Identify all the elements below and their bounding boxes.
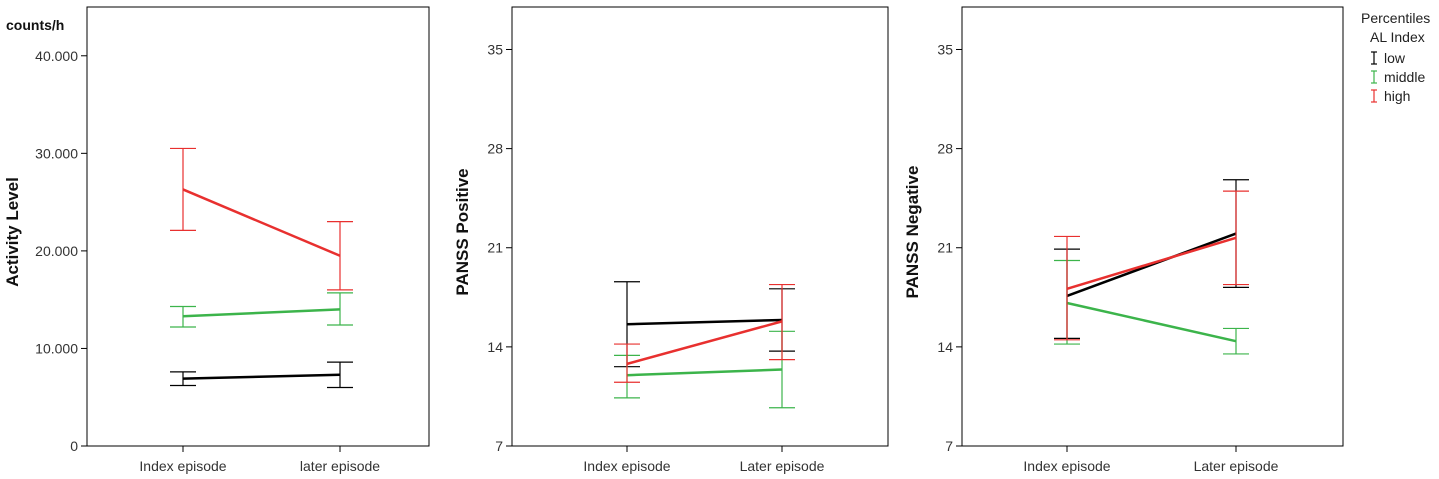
series-line bbox=[1066, 301, 1237, 343]
y-tick-label: 40.000 bbox=[35, 48, 78, 64]
panel-activity-level: counts/h Activity Level 0 10.000 20.000 30.… bbox=[3, 6, 430, 474]
series-marks bbox=[170, 147, 353, 389]
y-axis-label: PANSS Positive bbox=[453, 168, 472, 295]
y-tick-label: 35 bbox=[937, 41, 953, 57]
series-line bbox=[626, 320, 783, 366]
legend-label: low bbox=[1384, 50, 1406, 66]
x-ticks: Index episode Later episode bbox=[1023, 446, 1279, 474]
legend-title-line2: AL Index bbox=[1370, 29, 1425, 45]
y-ticks: 7 14 21 28 35 bbox=[937, 41, 962, 454]
legend: Percentiles AL Index low middle high bbox=[1361, 10, 1430, 104]
y-tick-label: 10.000 bbox=[35, 340, 78, 356]
y-tick-label: 21 bbox=[937, 240, 953, 256]
legend-label: middle bbox=[1384, 69, 1425, 85]
y-tick-label: 30.000 bbox=[35, 145, 78, 161]
series-high bbox=[1054, 190, 1249, 341]
series-line bbox=[182, 308, 341, 318]
x-tick-label: Later episode bbox=[1194, 458, 1279, 474]
series-high bbox=[170, 147, 353, 291]
legend-item-low: low bbox=[1371, 50, 1406, 66]
y-tick-label: 21 bbox=[487, 240, 503, 256]
panel-panss-negative: PANSS Negative 7 14 21 28 35 Index episode La… bbox=[903, 6, 1344, 474]
y-tick-label: 14 bbox=[487, 339, 503, 355]
x-tick-label: Index episode bbox=[583, 458, 670, 474]
y-axis-label: PANSS Negative bbox=[903, 166, 922, 299]
y-tick-label: 7 bbox=[945, 438, 953, 454]
series-line bbox=[1066, 236, 1237, 291]
series-marks bbox=[1054, 179, 1249, 355]
legend-title-line1: Percentiles bbox=[1361, 10, 1430, 26]
legend-items: low middle high bbox=[1371, 50, 1425, 104]
y-tick-label: 14 bbox=[937, 339, 953, 355]
x-tick-label: Index episode bbox=[139, 458, 226, 474]
x-tick-label: later episode bbox=[300, 458, 380, 474]
series-middle bbox=[170, 292, 353, 328]
y-tick-label: 28 bbox=[487, 141, 503, 157]
y-tick-label: 28 bbox=[937, 141, 953, 157]
x-tick-label: Later episode bbox=[740, 458, 825, 474]
y-tick-label: 7 bbox=[495, 438, 503, 454]
series-line bbox=[1066, 232, 1237, 298]
y-ticks: 0 10.000 20.000 30.000 40.000 bbox=[35, 48, 87, 454]
series-line bbox=[182, 373, 341, 380]
y-tick-label: 20.000 bbox=[35, 243, 78, 259]
series-high bbox=[614, 283, 795, 383]
panel-panss-positive: PANSS Positive 7 14 21 28 35 Index episode La… bbox=[453, 6, 889, 474]
plot-frame bbox=[511, 6, 889, 447]
series-low bbox=[170, 361, 353, 389]
x-tick-label: Index episode bbox=[1023, 458, 1110, 474]
x-ticks: Index episode Later episode bbox=[583, 446, 825, 474]
y-ticks: 7 14 21 28 35 bbox=[487, 41, 512, 454]
legend-label: high bbox=[1384, 88, 1410, 104]
plot-frame bbox=[961, 6, 1344, 447]
series-marks bbox=[614, 281, 795, 409]
series-line bbox=[182, 188, 341, 257]
y-tick-label: 0 bbox=[70, 438, 78, 454]
plot-frame bbox=[86, 6, 430, 447]
y-axis-label: Activity Level bbox=[3, 177, 22, 287]
unit-label: counts/h bbox=[6, 17, 64, 33]
series-line bbox=[626, 368, 783, 377]
series-line bbox=[626, 318, 783, 326]
y-tick-label: 35 bbox=[487, 41, 503, 57]
legend-item-high: high bbox=[1371, 88, 1410, 104]
legend-item-middle: middle bbox=[1371, 69, 1425, 85]
x-ticks: Index episode later episode bbox=[139, 446, 380, 474]
